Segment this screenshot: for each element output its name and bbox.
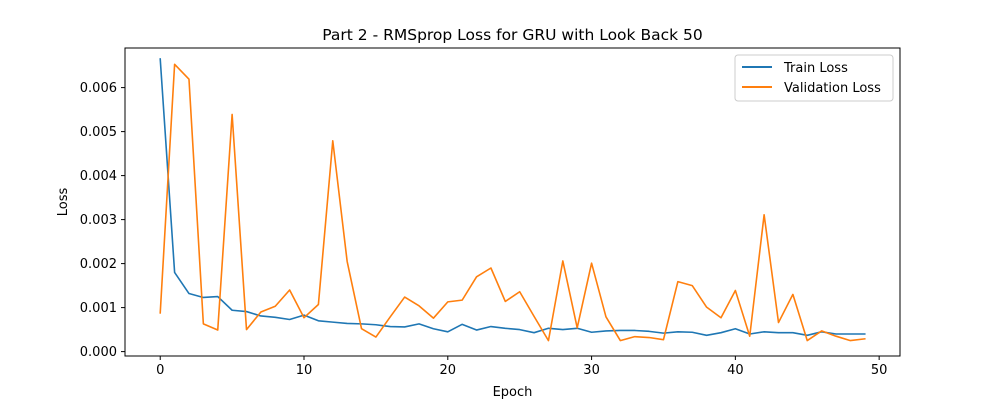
legend-label-train-loss: Train Loss [783, 61, 848, 76]
ticks-layer: 0 10 20 30 40 50 0.000 0.001 0.002 0.003 0.004 0.00… [80, 81, 888, 378]
y-tick-label: 0.004 [80, 169, 117, 184]
x-tick-label: 40 [727, 363, 744, 378]
series-line-train-loss [159, 58, 866, 337]
y-tick-label: 0.003 [80, 213, 117, 228]
y-tick-label: 0.005 [80, 125, 117, 140]
plot-frame [124, 47, 901, 357]
x-tick-label: 0 [156, 363, 164, 378]
series-layer [159, 58, 866, 342]
series-line-validation-loss [159, 63, 866, 342]
y-tick-label: 0.002 [80, 257, 117, 272]
x-tick-label: 50 [871, 363, 888, 378]
legend-label-validation-loss: Validation Loss [784, 81, 881, 96]
y-tick-label: 0.006 [80, 81, 117, 96]
x-tick-label: 20 [440, 363, 457, 378]
y-tick-label: 0.001 [80, 301, 117, 316]
chart-title: Part 2 - RMSprop Loss for GRU with Look … [322, 26, 702, 44]
legend-box [734, 54, 894, 102]
x-axis-label: Epoch [493, 385, 533, 400]
y-axis-label: Loss [56, 188, 71, 217]
x-tick-label: 30 [583, 363, 600, 378]
x-tick-label: 10 [296, 363, 313, 378]
legend: Train Loss Validation Loss [734, 54, 894, 102]
y-tick-label: 0.000 [80, 345, 117, 360]
